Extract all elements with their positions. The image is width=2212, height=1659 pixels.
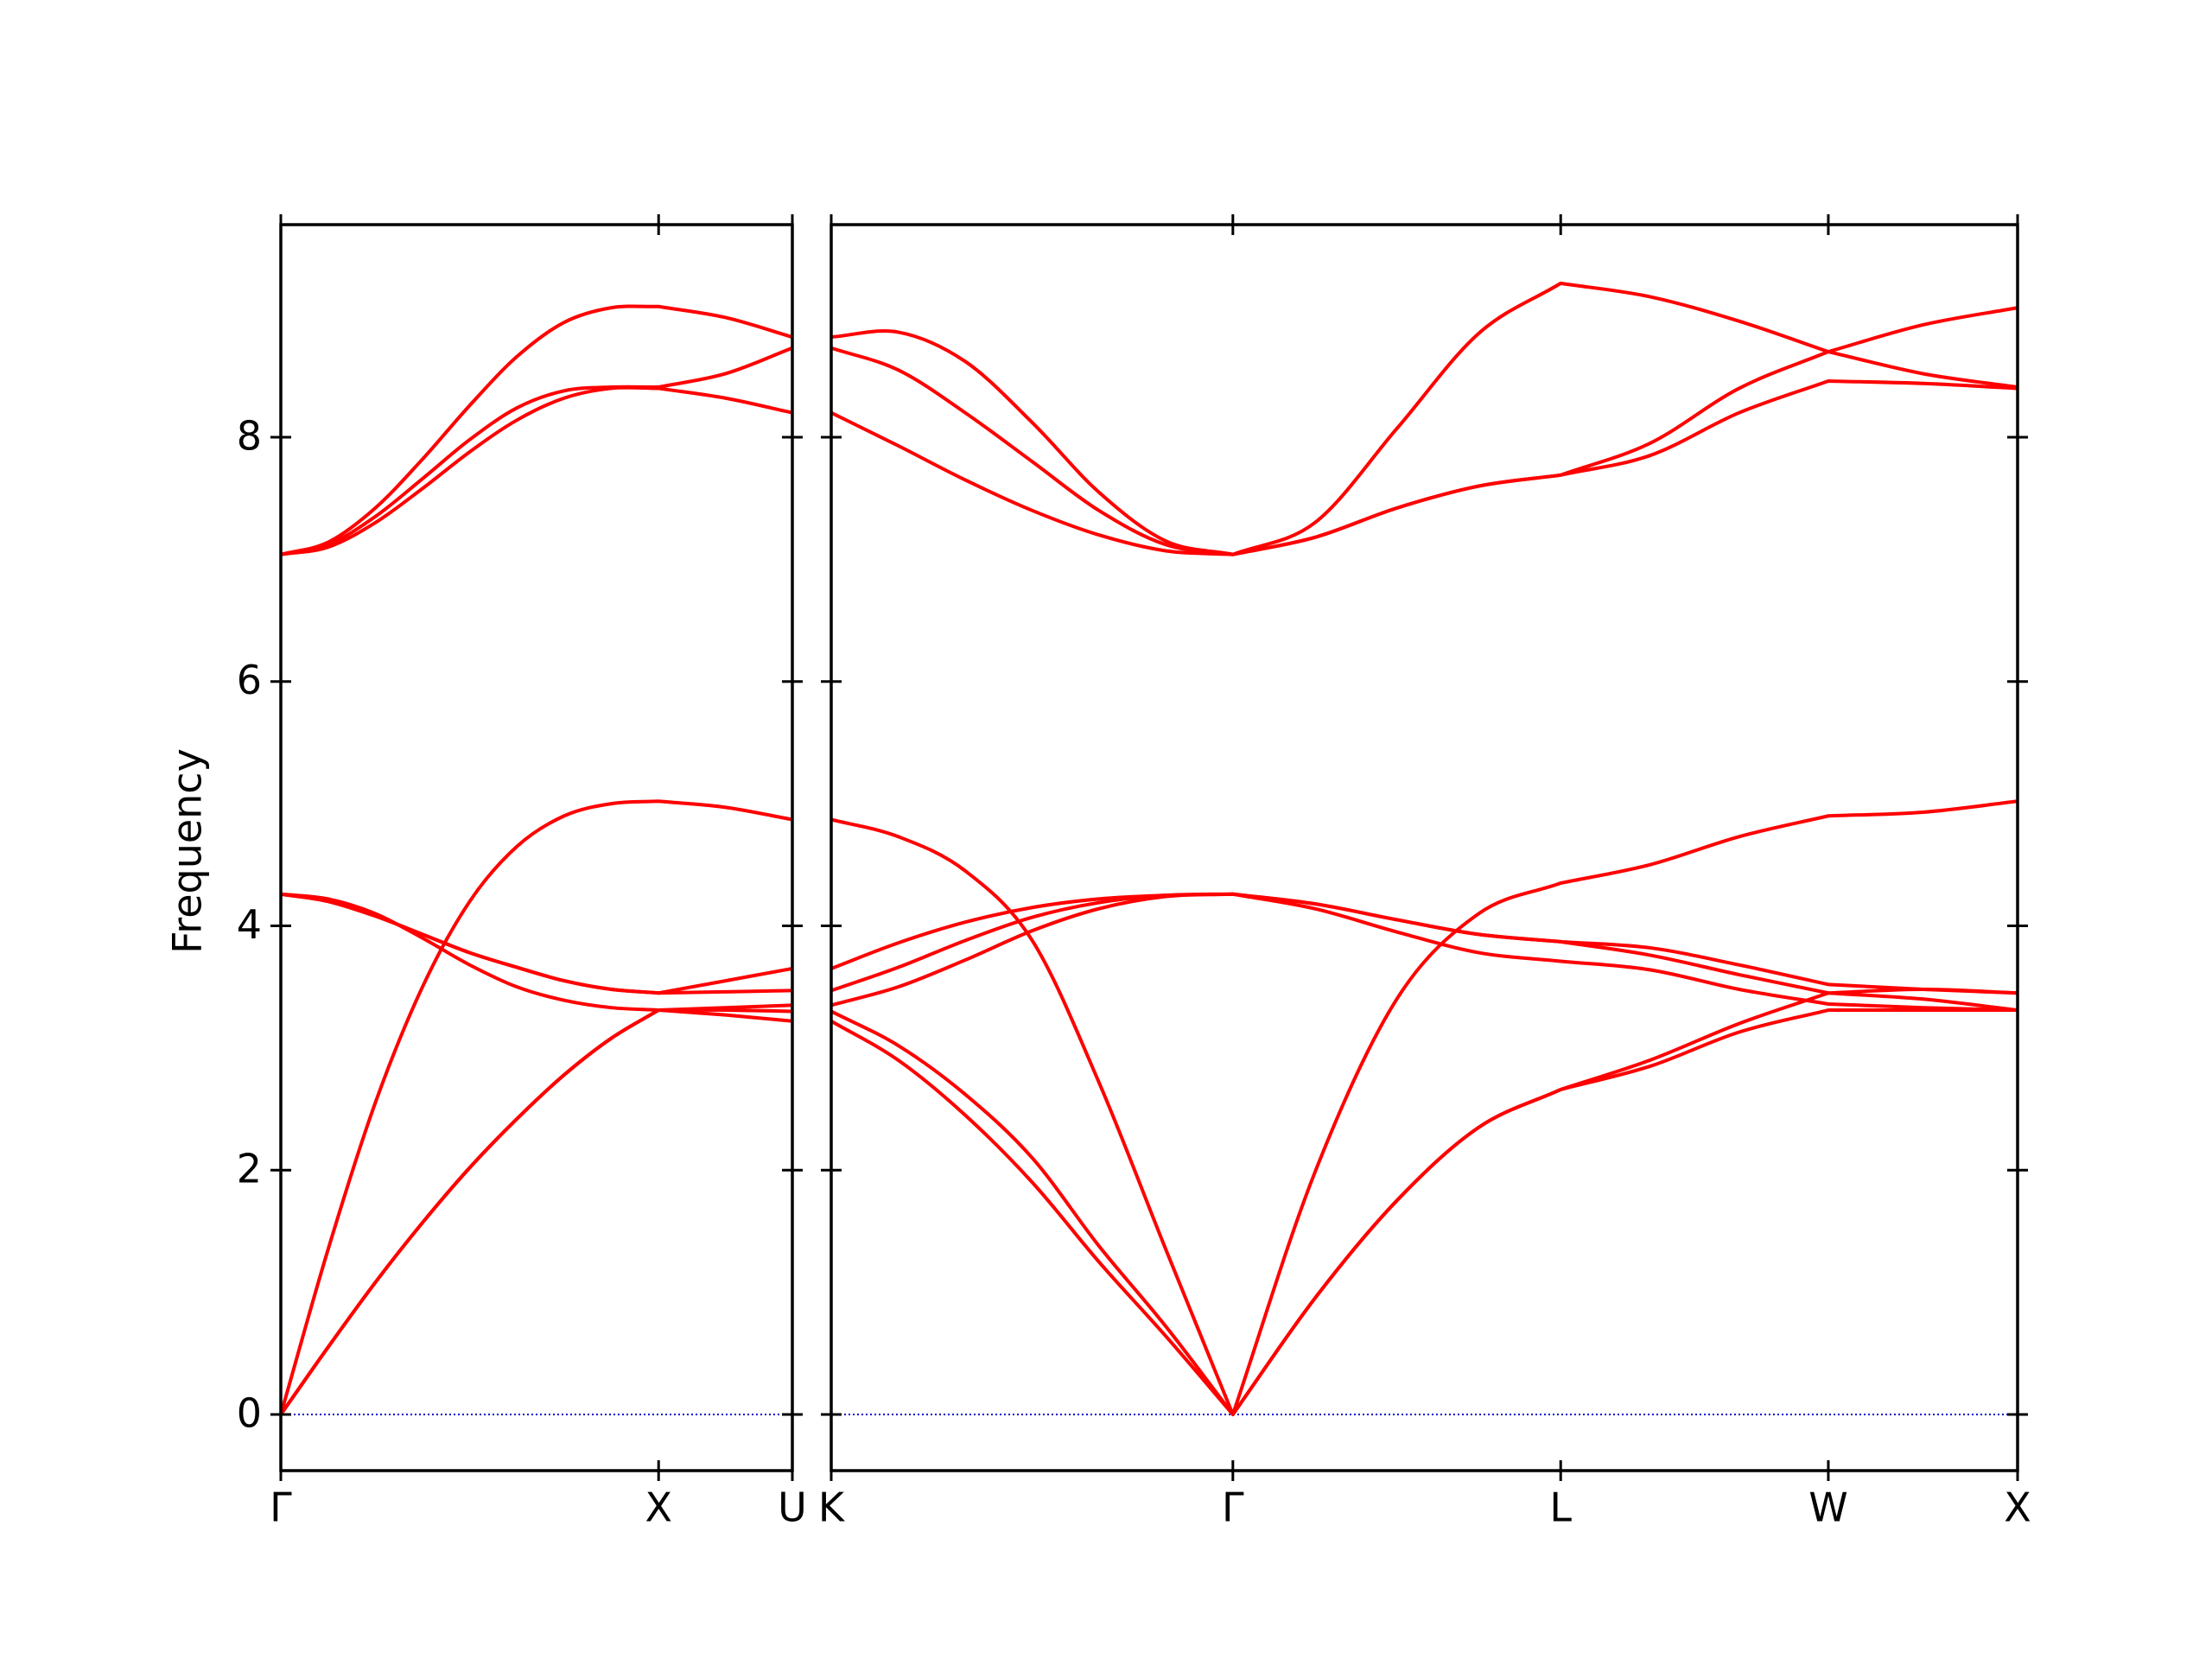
band-line <box>830 799 2018 1416</box>
band-line <box>830 281 2018 556</box>
band-line <box>280 346 793 556</box>
band-line <box>280 385 793 556</box>
band-line <box>830 987 2018 1416</box>
x-tick-label: W <box>1808 1484 1847 1531</box>
x-tick-label: Γ <box>270 1484 292 1531</box>
plot-frame <box>279 223 794 1472</box>
band-line <box>830 1008 2018 1416</box>
y-tick-label: 8 <box>237 412 262 459</box>
band-line <box>830 892 2018 1013</box>
band-line <box>279 799 793 1415</box>
band-line <box>830 306 2018 556</box>
y-tick-label: 6 <box>237 657 262 703</box>
band-line <box>830 378 2018 556</box>
y-axis-label: Frequency <box>164 748 211 954</box>
band-line <box>280 892 793 995</box>
band-line <box>279 1007 793 1416</box>
band-line <box>280 304 793 556</box>
x-tick-label: X <box>2004 1484 2031 1531</box>
band-line <box>830 892 2018 1013</box>
band-line <box>279 1008 793 1416</box>
x-tick-label: Γ <box>1222 1484 1244 1531</box>
x-tick-label: X <box>645 1484 672 1531</box>
plot-frame <box>830 223 2019 1472</box>
band-line <box>280 892 793 1013</box>
x-tick-label: L <box>1549 1484 1572 1531</box>
x-tick-label: K <box>818 1484 846 1531</box>
x-tick-label: U <box>778 1484 807 1531</box>
y-tick-label: 4 <box>237 901 262 948</box>
y-tick-label: 0 <box>237 1389 262 1436</box>
y-tick-label: 2 <box>237 1146 262 1192</box>
